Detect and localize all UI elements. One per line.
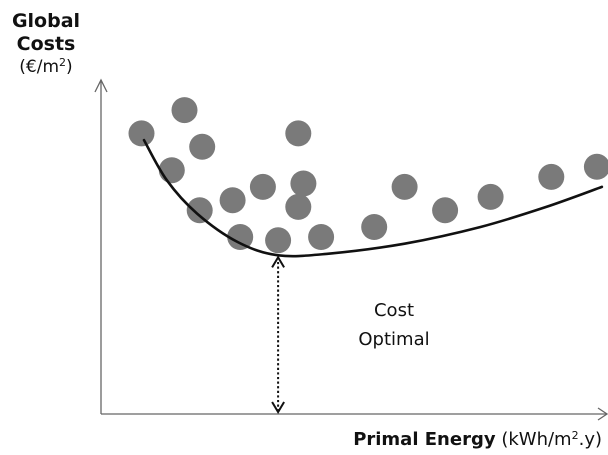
data-point-14 <box>361 214 388 240</box>
data-point-10 <box>285 193 312 220</box>
data-point-5 <box>186 197 213 224</box>
annotation-line1: Cost <box>374 300 414 321</box>
data-point-7 <box>249 173 276 200</box>
y-axis-title-line1: Global <box>11 10 81 32</box>
axes <box>94 78 608 421</box>
optimum-marker <box>271 255 285 414</box>
x-axis-label: Primal Energy (kWh/m2.y) <box>353 429 602 450</box>
optimum-arrowhead-bottom <box>271 401 285 414</box>
data-point-17 <box>477 183 504 210</box>
data-point-19 <box>583 153 608 180</box>
y-axis-unit-prefix: (€/m <box>19 57 60 77</box>
data-points <box>128 97 608 254</box>
data-point-11 <box>227 224 254 250</box>
annotation-line2: Optimal <box>358 329 429 350</box>
data-point-4 <box>158 157 185 184</box>
cost-curve <box>142 138 604 258</box>
x-axis-unit-prefix: (kWh/m <box>501 429 572 450</box>
y-axis-title-line2: Costs <box>16 33 76 55</box>
y-axis-arrowhead <box>94 78 108 93</box>
data-point-9 <box>290 170 317 197</box>
optimum-arrowhead-top <box>271 255 285 268</box>
x-axis-title: Primal Energy <box>353 429 496 450</box>
x-axis-unit-suffix: .y) <box>578 429 602 450</box>
y-axis-unit-suffix: ) <box>66 57 73 77</box>
data-point-18 <box>538 163 565 190</box>
data-point-6 <box>219 187 246 214</box>
data-point-3 <box>189 133 216 160</box>
y-axis-unit: (€/m2) <box>0 56 92 78</box>
data-point-15 <box>391 173 418 200</box>
data-point-8 <box>285 120 312 147</box>
y-axis-label: Global Costs (€/m2) <box>0 10 92 78</box>
x-axis-unit-sup: 2 <box>571 429 579 442</box>
x-axis-arrowhead <box>597 407 608 421</box>
data-point-12 <box>265 227 292 254</box>
data-point-13 <box>308 224 335 250</box>
data-point-2 <box>171 97 198 124</box>
y-axis-unit-sup: 2 <box>59 56 67 69</box>
data-point-16 <box>432 197 459 224</box>
data-point-1 <box>128 120 155 147</box>
